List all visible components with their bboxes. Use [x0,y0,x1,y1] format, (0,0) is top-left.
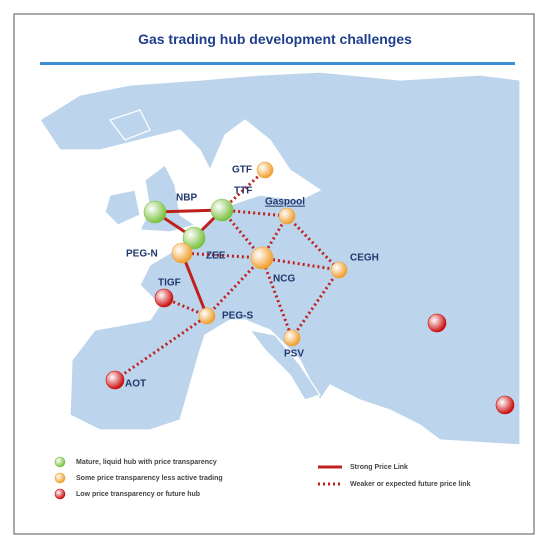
legend-label: Weaker or expected future price link [350,481,471,488]
hub-marker [171,242,193,264]
hub-marker [283,329,301,347]
hub-marker [105,370,125,390]
hub-label: GTF [232,165,252,176]
hub-marker [278,207,296,225]
hub-marker [54,488,66,500]
hub-marker [495,395,515,415]
legend-label: Mature, liquid hub with price transparen… [76,459,217,466]
hub-label: AOT [125,379,146,390]
hub-label: PEG-N [126,249,158,260]
hub-marker [256,161,274,179]
hub-label: ZEE [206,251,226,262]
title: Gas trading hub development challenges [138,31,412,47]
hub-label: Gaspool [265,197,305,208]
hub-marker [54,456,66,468]
hub-marker [143,200,167,224]
legend-label: Low price transparency or future hub [76,491,200,498]
map [39,71,521,446]
hub-marker [154,288,174,308]
hub-marker [330,261,348,279]
hub-label: CEGH [350,253,379,264]
hub-marker [427,313,447,333]
hub-label: PSV [284,349,304,360]
legend-label: Strong Price Link [350,464,408,471]
hub-marker [250,246,274,270]
legend [318,465,342,486]
title-rule [40,62,515,65]
hub-label: TIGF [158,278,181,289]
hub-label: NCG [273,274,295,285]
hub-label: NBP [176,193,197,204]
hub-label: PEG-S [222,311,253,322]
hub-marker [198,307,216,325]
frame [13,13,535,535]
hub-marker [54,472,66,484]
legend-label: Some price transparency less active trad… [76,475,223,482]
hub-marker [210,198,234,222]
hub-marker [182,226,206,250]
hub-label: TTF [234,186,252,197]
